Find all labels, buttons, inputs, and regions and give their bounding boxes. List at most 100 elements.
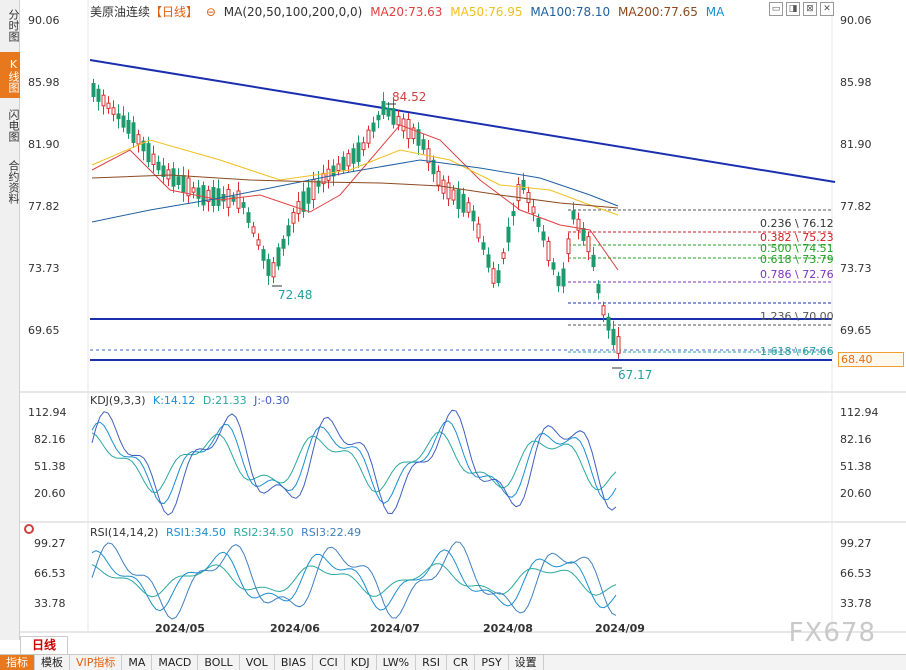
close-icon[interactable]: ✕ bbox=[820, 2, 834, 16]
kdj-j-value: J:-0.30 bbox=[254, 394, 290, 407]
kdj-legend: KDJ(9,3,3) K:14.12 D:21.33 J:-0.30 bbox=[90, 394, 294, 407]
ma-spec: MA(20,50,100,200,0,0) bbox=[223, 5, 363, 19]
fullscreen-icon[interactable]: ⊠ bbox=[803, 2, 817, 16]
kdj-label: KDJ(9,3,3) bbox=[90, 394, 146, 407]
candle-body bbox=[576, 218, 581, 231]
tool-cci[interactable]: CCI bbox=[313, 655, 345, 670]
candle-body bbox=[446, 182, 451, 200]
candle-body bbox=[506, 226, 511, 243]
rsi3-line bbox=[91, 541, 617, 620]
kdj-d-line bbox=[91, 431, 617, 493]
candle-body bbox=[501, 252, 506, 259]
candle-body bbox=[516, 184, 521, 202]
candle-body bbox=[396, 115, 401, 126]
candle-body bbox=[156, 161, 161, 171]
candle-body bbox=[531, 206, 536, 214]
candle-body bbox=[381, 101, 386, 115]
ma50-value: MA50:76.95 bbox=[450, 5, 523, 19]
rsi-tick-right: 33.78 bbox=[840, 597, 872, 610]
candle-body bbox=[456, 189, 461, 210]
candle-body bbox=[316, 180, 321, 187]
fib-label-1618: 1.618 \ 67.66 bbox=[760, 345, 834, 358]
tab-lightning[interactable]: 闪电图 bbox=[7, 108, 20, 142]
candle-body bbox=[436, 170, 441, 186]
ma200-value: MA200:77.65 bbox=[618, 5, 698, 19]
candle-body bbox=[581, 227, 586, 241]
candle-body bbox=[601, 305, 606, 316]
tool-ma[interactable]: MA bbox=[122, 655, 153, 670]
chart-area[interactable]: 美原油连续【日线】 ⊖ MA(20,50,100,200,0,0) MA20:7… bbox=[20, 0, 906, 640]
candle-body bbox=[541, 231, 546, 241]
candle-body bbox=[561, 268, 566, 287]
candle-body bbox=[261, 249, 266, 261]
tool-kdj[interactable]: KDJ bbox=[345, 655, 377, 670]
candle-body bbox=[121, 115, 126, 128]
settings-circle-icon[interactable]: ⊖ bbox=[205, 5, 216, 19]
restore-icon[interactable]: ◨ bbox=[786, 2, 800, 16]
price-tick-right: 77.82 bbox=[840, 200, 872, 213]
candle-body bbox=[176, 176, 181, 186]
watermark-logo: FX678 bbox=[788, 618, 876, 648]
ma-value: MA bbox=[705, 5, 725, 19]
view-tabs: 分时图 K线图 闪电图 合约资料 bbox=[0, 0, 20, 640]
tool-rsi[interactable]: RSI bbox=[416, 655, 447, 670]
fib-label-0236: 0.236 \ 76.12 bbox=[760, 217, 834, 230]
period-tab-daily[interactable]: 日线 bbox=[20, 636, 68, 654]
ma100-line bbox=[91, 159, 619, 223]
candle-body bbox=[336, 163, 341, 171]
tool-templates[interactable]: 模板 bbox=[35, 655, 70, 670]
indicator-settings-icon[interactable] bbox=[24, 524, 34, 534]
tool-boll[interactable]: BOLL bbox=[198, 655, 240, 670]
rsi3-value: RSI3:22.49 bbox=[301, 526, 362, 539]
fib-label-0382: 0.382 \ 75.23 bbox=[760, 231, 834, 244]
candle-body bbox=[236, 190, 241, 209]
tool-psy[interactable]: PSY bbox=[475, 655, 509, 670]
fib-label-0786: 0.786 \ 72.76 bbox=[760, 268, 834, 281]
candle-body bbox=[551, 262, 556, 270]
candle-body bbox=[141, 140, 146, 152]
candle-body bbox=[211, 187, 216, 206]
date-tick: 2024/08 bbox=[483, 622, 533, 635]
candle-body bbox=[491, 268, 496, 284]
date-tick: 2024/06 bbox=[270, 622, 320, 635]
rsi-tick-right: 99.27 bbox=[840, 537, 872, 550]
candle-body bbox=[376, 114, 381, 121]
candle-body bbox=[526, 192, 531, 203]
candle-body bbox=[131, 122, 136, 144]
rsi1-value: RSI1:34.50 bbox=[165, 526, 227, 539]
ma20-line bbox=[91, 124, 619, 271]
candle-body bbox=[611, 328, 616, 346]
price-tick-right: 69.65 bbox=[840, 324, 872, 337]
tool-lw[interactable]: LW% bbox=[377, 655, 417, 670]
candle-body bbox=[271, 262, 276, 278]
rsi2-value: RSI2:34.50 bbox=[233, 526, 294, 539]
chart-canvas[interactable] bbox=[20, 0, 906, 640]
indicator-toolbar: 指标 模板 VIP指标 MA MACD BOLL VOL BIAS CCI KD… bbox=[0, 654, 906, 670]
tool-cr[interactable]: CR bbox=[447, 655, 476, 670]
tab-time-sharing[interactable]: 分时图 bbox=[7, 8, 20, 42]
rsi-legend: RSI(14,14,2) RSI1:34.50 RSI2:34.50 RSI3:… bbox=[90, 526, 365, 539]
candle-body bbox=[431, 159, 436, 175]
tab-contract-info[interactable]: 合约资料 bbox=[7, 160, 20, 204]
candle-body bbox=[161, 165, 166, 178]
tool-settings[interactable]: 设置 bbox=[509, 655, 544, 670]
tab-kline[interactable]: K线图 bbox=[0, 52, 20, 98]
date-tick: 2024/09 bbox=[595, 622, 645, 635]
tool-vip-indicators[interactable]: VIP指标 bbox=[70, 655, 123, 670]
candle-body bbox=[191, 187, 196, 193]
last-price-tag: 68.40 bbox=[838, 352, 904, 367]
price-tick-left: 73.73 bbox=[28, 262, 60, 275]
tool-macd[interactable]: MACD bbox=[152, 655, 199, 670]
candle-body bbox=[546, 240, 551, 262]
tool-vol[interactable]: VOL bbox=[240, 655, 275, 670]
date-tick: 2024/05 bbox=[155, 622, 205, 635]
tool-bias[interactable]: BIAS bbox=[275, 655, 314, 670]
candle-body bbox=[116, 113, 121, 120]
minimize-icon[interactable]: ▭ bbox=[769, 2, 783, 16]
fib-label-1236: 1.236 \ 70.00 bbox=[760, 310, 834, 323]
candle-body bbox=[591, 254, 596, 268]
price-tick-left: 90.06 bbox=[28, 14, 60, 27]
tool-indicators[interactable]: 指标 bbox=[0, 655, 35, 670]
candle-body bbox=[391, 108, 396, 125]
kdj-j-line bbox=[91, 409, 617, 516]
